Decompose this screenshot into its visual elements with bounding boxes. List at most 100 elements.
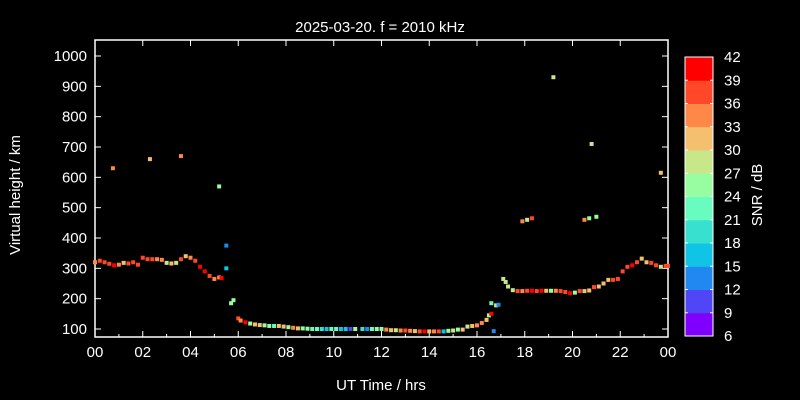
data-point <box>212 276 217 281</box>
x-tick-label: 00 <box>660 344 677 361</box>
data-point <box>489 301 494 306</box>
data-point <box>174 260 179 265</box>
x-tick-label: 16 <box>469 344 486 361</box>
data-point <box>572 290 577 295</box>
data-point <box>324 327 329 331</box>
data-point <box>465 324 470 329</box>
x-axis-label: UT Time / hrs <box>336 377 426 394</box>
data-point <box>625 264 630 269</box>
data-point <box>510 288 515 293</box>
y-tick-label: 800 <box>62 109 87 126</box>
y-tick-label: 500 <box>62 200 87 217</box>
data-point <box>398 328 403 333</box>
data-point <box>93 260 97 265</box>
data-point <box>587 216 592 221</box>
data-point <box>159 257 164 262</box>
data-point <box>503 279 508 284</box>
data-point <box>348 327 353 331</box>
data-point <box>494 303 499 308</box>
colorbar-tick-label: 27 <box>724 165 741 182</box>
data-point <box>276 323 281 328</box>
data-point <box>272 323 277 328</box>
data-point <box>135 262 140 267</box>
data-point <box>379 327 384 331</box>
data-point <box>525 217 530 222</box>
x-tick-label: 08 <box>278 344 295 361</box>
data-point <box>343 327 348 331</box>
data-point <box>412 329 417 334</box>
data-point <box>654 263 659 268</box>
data-point <box>539 288 544 293</box>
colorbar-tick-label: 30 <box>724 142 741 159</box>
colorbar-band <box>685 57 713 81</box>
data-point <box>140 255 145 260</box>
data-point <box>164 260 169 265</box>
data-point <box>432 329 437 334</box>
data-point <box>126 261 131 266</box>
data-point <box>663 263 668 268</box>
data-point <box>110 166 115 171</box>
data-point <box>262 323 267 328</box>
data-point <box>300 326 305 331</box>
data-point <box>486 313 491 318</box>
colorbar-tick-label: 12 <box>724 282 741 299</box>
data-point <box>169 261 174 266</box>
data-point <box>553 288 558 293</box>
data-point <box>587 288 592 293</box>
colorbar-tick-label: 36 <box>724 96 741 113</box>
data-point <box>334 327 339 331</box>
data-point <box>248 321 253 326</box>
data-point <box>112 263 117 268</box>
data-point <box>491 329 496 334</box>
data-point <box>427 329 432 334</box>
data-point <box>658 264 663 269</box>
data-point <box>506 284 511 289</box>
data-point <box>384 327 389 332</box>
data-point <box>441 329 446 334</box>
x-tick-label: 10 <box>325 344 342 361</box>
colorbar-tick-label: 42 <box>724 49 741 66</box>
data-point <box>305 326 310 331</box>
data-point <box>393 328 398 333</box>
x-tick-label: 22 <box>612 344 629 361</box>
data-point <box>446 328 451 333</box>
data-point <box>563 289 568 294</box>
data-point <box>582 217 587 222</box>
data-point <box>451 328 456 333</box>
data-point <box>238 318 243 323</box>
data-point <box>353 327 358 331</box>
x-tick-label: 04 <box>182 344 199 361</box>
data-point <box>496 302 501 307</box>
x-tick-label: 12 <box>373 344 390 361</box>
colorbar-tick-label: 9 <box>724 305 732 322</box>
y-axis-label: Virtual height / km <box>7 135 24 255</box>
colorbar-tick-label: 39 <box>724 72 741 89</box>
chart-title: 2025-03-20. f = 2010 kHz <box>295 19 465 36</box>
colorbar-band <box>685 243 713 267</box>
data-point <box>417 329 422 334</box>
x-tick-label: 06 <box>230 344 247 361</box>
data-point <box>116 262 121 267</box>
data-point <box>257 323 262 328</box>
data-point <box>193 258 198 263</box>
colorbar-band <box>685 289 713 314</box>
y-tick-label: 300 <box>62 260 87 277</box>
y-tick-label: 700 <box>62 139 87 156</box>
data-point <box>544 288 549 293</box>
colorbar-label: SNR / dB <box>749 164 766 227</box>
data-point <box>281 324 286 329</box>
data-point <box>310 327 315 331</box>
colorbar-band <box>685 266 713 290</box>
data-point <box>145 257 150 262</box>
data-point <box>475 323 479 328</box>
data-point <box>178 257 183 262</box>
data-point <box>489 311 494 316</box>
colorbar-tick-label: 21 <box>724 212 741 229</box>
x-tick-label: 02 <box>134 344 151 361</box>
data-point <box>236 316 241 321</box>
data-point <box>315 327 320 331</box>
data-point <box>295 326 300 331</box>
data-point <box>97 258 102 263</box>
data-point <box>568 291 573 296</box>
